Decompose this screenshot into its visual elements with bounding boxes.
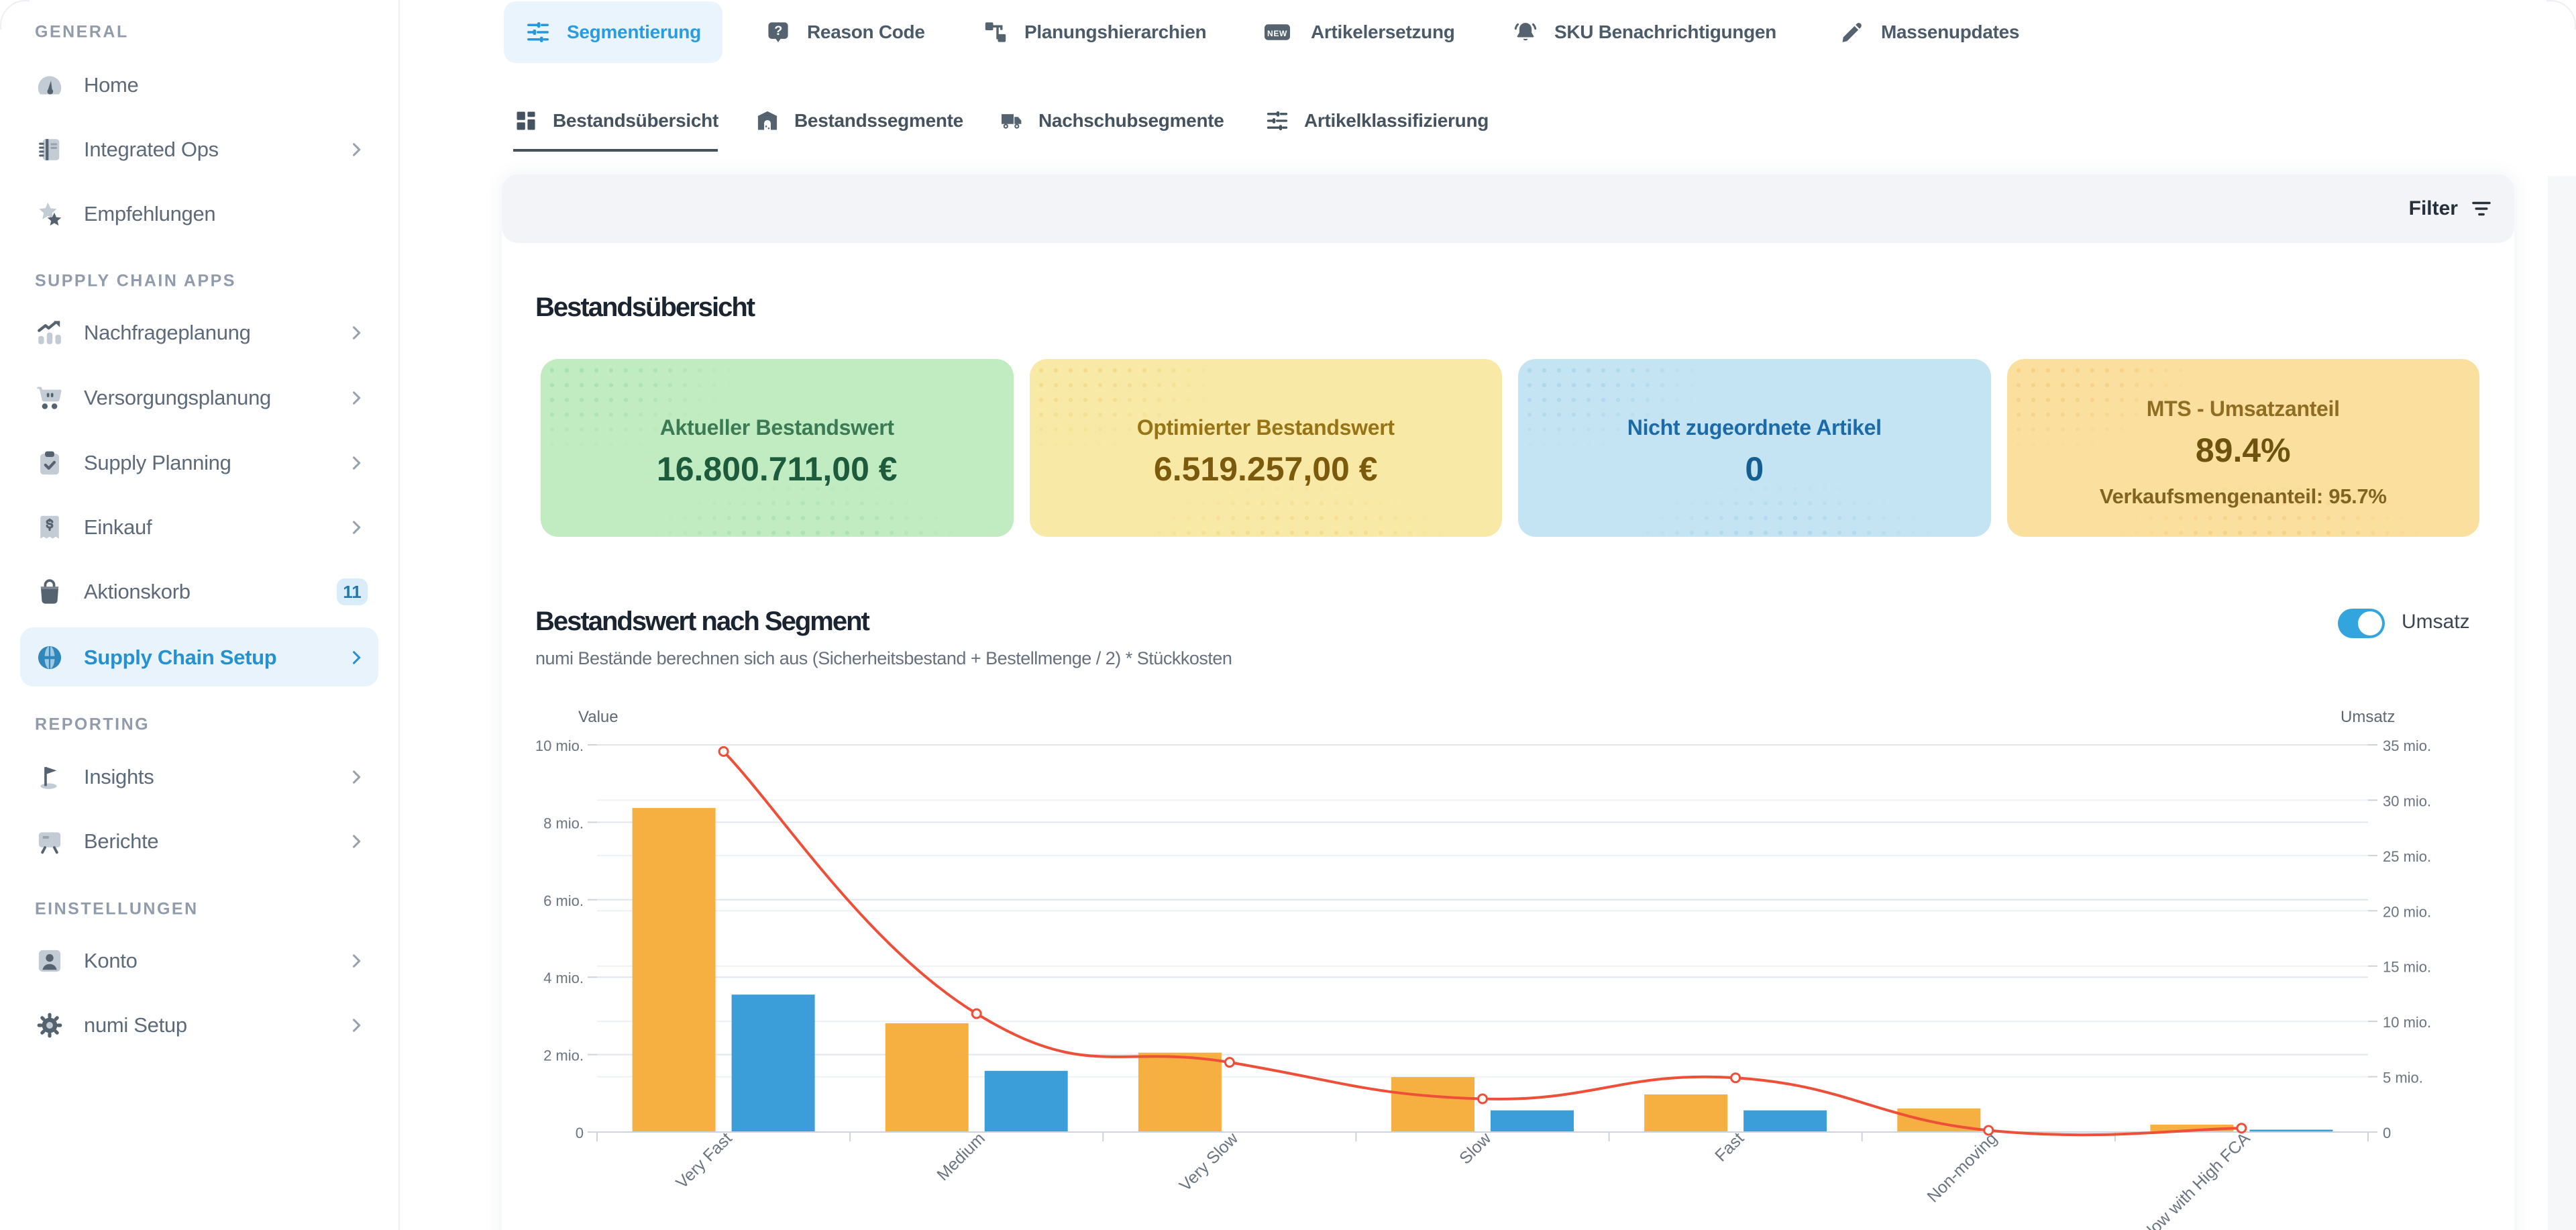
svg-text:35 mio.: 35 mio. <box>2383 737 2431 754</box>
svg-text:6 mio.: 6 mio. <box>543 892 584 909</box>
svg-text:Medium: Medium <box>933 1129 989 1184</box>
svg-text:0: 0 <box>576 1125 584 1141</box>
svg-text:10 mio.: 10 mio. <box>535 737 584 754</box>
svg-text:30 mio.: 30 mio. <box>2383 792 2431 809</box>
svg-text:20 mio.: 20 mio. <box>2383 903 2431 920</box>
svg-text:0: 0 <box>2383 1125 2391 1141</box>
svg-text:Umsatz: Umsatz <box>2341 708 2395 726</box>
svg-text:10 mio.: 10 mio. <box>2383 1014 2431 1031</box>
svg-text:NEW: NEW <box>1267 29 1287 38</box>
svg-text:8 mio.: 8 mio. <box>543 815 584 831</box>
svg-text:?: ? <box>774 23 782 38</box>
svg-text:Very Slow with High FCA: Very Slow with High FCA <box>2108 1129 2254 1230</box>
svg-text:Very Fast: Very Fast <box>672 1129 736 1192</box>
svg-text:25 mio.: 25 mio. <box>2383 848 2431 865</box>
svg-text:Fast: Fast <box>1711 1129 1748 1165</box>
svg-text:Value: Value <box>578 708 619 726</box>
svg-text:Very Slow: Very Slow <box>1176 1129 1242 1195</box>
svg-text:2 mio.: 2 mio. <box>543 1047 584 1064</box>
svg-text:4 mio.: 4 mio. <box>543 970 584 986</box>
svg-text:Non-moving: Non-moving <box>1923 1129 2000 1206</box>
svg-text:5 mio.: 5 mio. <box>2383 1070 2423 1086</box>
svg-text:Slow: Slow <box>1456 1129 1495 1168</box>
svg-text:15 mio.: 15 mio. <box>2383 959 2431 976</box>
